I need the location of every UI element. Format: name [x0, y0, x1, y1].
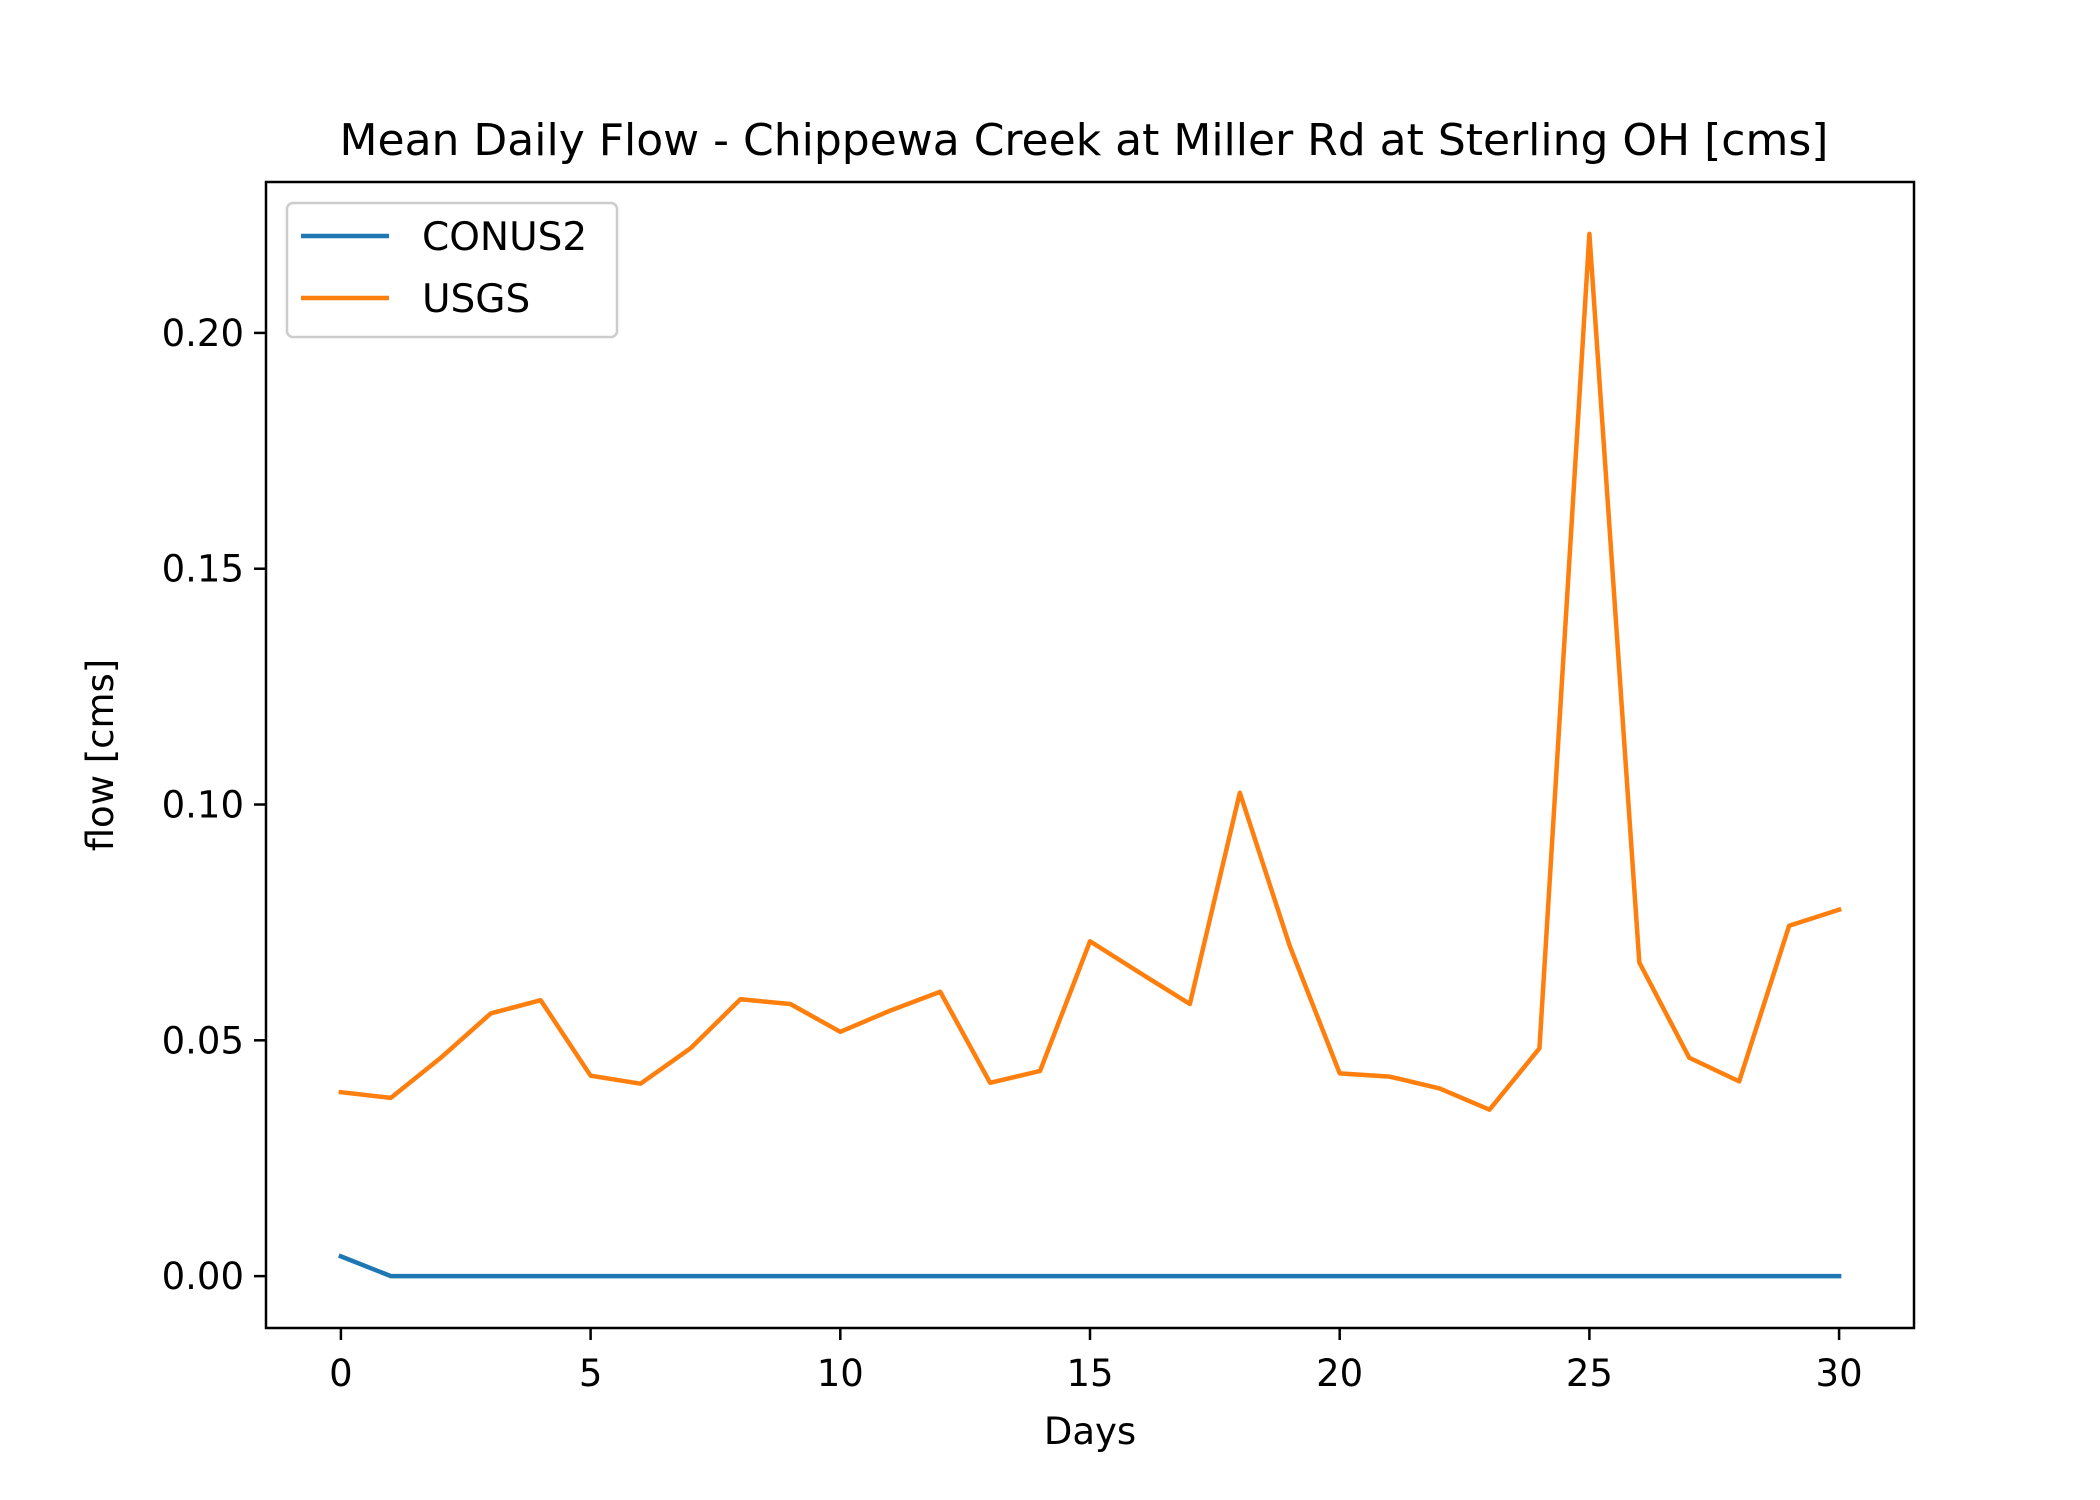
x-tick-label: 25	[1566, 1352, 1613, 1395]
legend: CONUS2 USGS	[285, 201, 619, 339]
legend-label-usgs: USGS	[422, 277, 530, 322]
series-line-conus2	[337, 1253, 1842, 1279]
series-line-usgs	[338, 231, 1842, 1112]
legend-label-conus2: CONUS2	[422, 215, 587, 260]
x-tick-label: 20	[1316, 1352, 1363, 1395]
x-tick-label: 5	[579, 1352, 603, 1395]
plot-area-frame	[264, 180, 1916, 1330]
y-tick-label: 0.10	[162, 784, 244, 827]
x-axis-label: Days	[1044, 1410, 1136, 1453]
y-axis-label: flow [cms]	[79, 659, 122, 852]
y-axis: 0.00 0.05 0.10 0.15 0.20	[162, 312, 266, 1298]
y-tick-label: 0.05	[162, 1019, 244, 1062]
chart-title: Mean Daily Flow - Chippewa Creek at Mill…	[340, 115, 1829, 166]
y-tick-label: 0.15	[162, 548, 244, 591]
x-tick-label: 30	[1816, 1352, 1863, 1395]
x-tick-label: 15	[1066, 1352, 1113, 1395]
y-tick-label: 0.00	[162, 1255, 244, 1298]
x-tick-label: 0	[329, 1352, 353, 1395]
y-tick-label: 0.20	[162, 312, 244, 355]
x-axis: 0 5 10 15 20 25 30	[329, 1328, 1863, 1395]
series-lines	[337, 231, 1842, 1279]
x-tick-label: 10	[817, 1352, 864, 1395]
